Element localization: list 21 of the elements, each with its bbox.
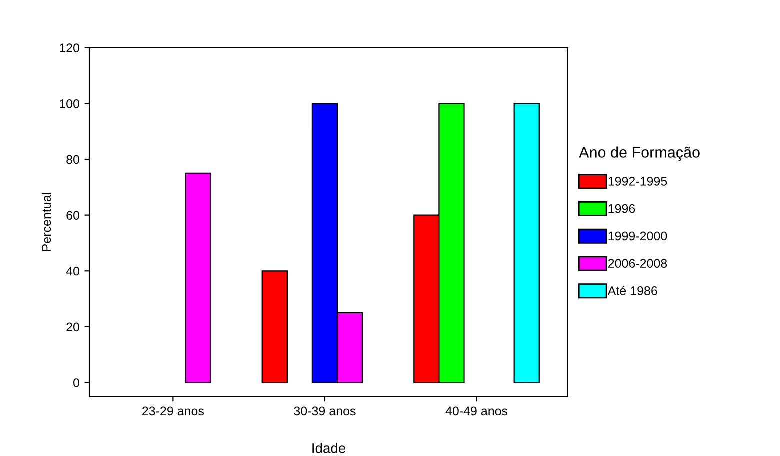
y-tick-label: 20	[66, 322, 80, 332]
legend-label: 2006-2008	[608, 259, 668, 268]
legend-title: Ano de Formação	[579, 146, 700, 162]
x-tick-label: 40-49 anos	[446, 406, 508, 416]
legend-label: 1992-1995	[608, 177, 668, 186]
bar	[185, 172, 212, 384]
y-tick-label: 0	[74, 378, 80, 388]
bar	[514, 103, 540, 384]
x-tick-label: 30-39 anos	[294, 406, 356, 416]
legend-label: Até 1986	[608, 286, 658, 296]
bar	[262, 270, 288, 384]
y-tick-label: 100	[60, 99, 80, 108]
y-tick-label: 40	[66, 266, 80, 276]
y-tick-label: 60	[66, 211, 80, 220]
y-axis-title: Percentual	[42, 193, 52, 252]
legend-label: 1999-2000	[608, 232, 668, 241]
x-axis-title: Idade	[312, 443, 346, 454]
x-tick-label: 23-29 anos	[142, 406, 204, 416]
y-tick-label: 80	[66, 155, 80, 164]
legend-label: 1996	[608, 204, 636, 214]
y-tick-label: 120	[60, 44, 80, 53]
